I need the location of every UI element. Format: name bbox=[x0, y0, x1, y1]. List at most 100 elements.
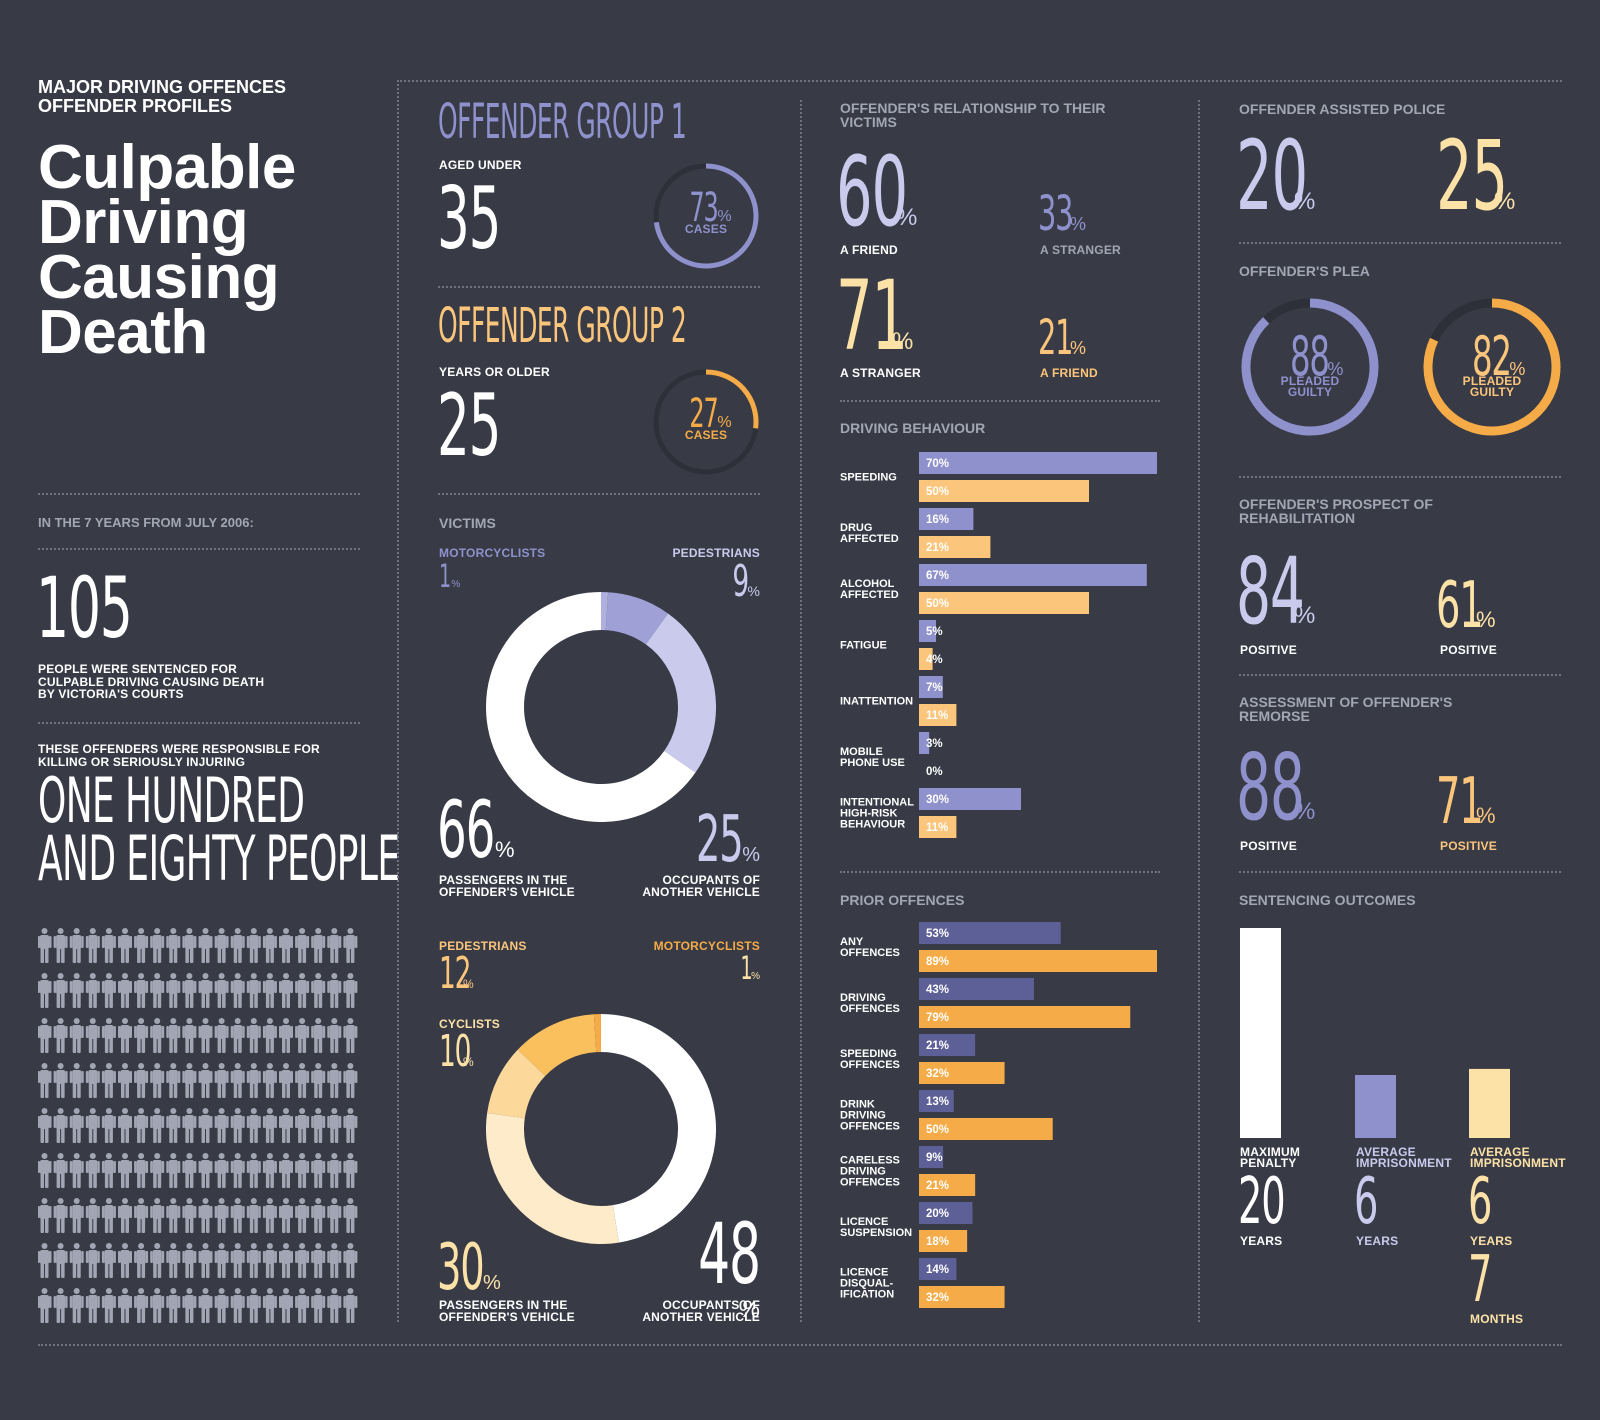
label-line: PASSENGERS IN THE bbox=[439, 1298, 568, 1312]
person-icon bbox=[134, 1243, 149, 1278]
unit: % bbox=[463, 977, 474, 991]
person-icon bbox=[150, 973, 165, 1008]
person-icon bbox=[343, 928, 358, 963]
bar-value-label: 21% bbox=[926, 1180, 949, 1192]
bar-value-label: 53% bbox=[926, 928, 949, 940]
category-label: DISQUAL- bbox=[840, 1278, 894, 1290]
person-icon bbox=[343, 1198, 358, 1233]
bar-value-label: 0% bbox=[926, 766, 943, 778]
person-icon bbox=[182, 1108, 197, 1143]
person-icon bbox=[85, 1198, 100, 1233]
group-2-label: YEARS OR OLDER bbox=[439, 365, 550, 379]
group-1-ring-unit: % bbox=[717, 208, 732, 225]
value: 9 bbox=[731, 556, 749, 607]
bar bbox=[919, 1118, 1053, 1140]
victims-donut-group-1 bbox=[486, 592, 716, 822]
bar bbox=[919, 648, 933, 670]
rehabilitation-heading: OFFENDER'S PROSPECT OF REHABILITATION bbox=[1239, 497, 1433, 525]
sentenced-count: 105 bbox=[36, 559, 133, 657]
divider bbox=[38, 722, 360, 724]
person-icon bbox=[101, 1243, 116, 1278]
person-icon bbox=[230, 973, 245, 1008]
person-icon bbox=[198, 1243, 213, 1278]
person-icon bbox=[69, 928, 84, 963]
person-icon bbox=[295, 1063, 310, 1098]
page-title: Culpable Driving Causing Death bbox=[38, 137, 296, 364]
victims-words: ONE HUNDRED AND EIGHTY PEOPLE bbox=[38, 770, 400, 890]
bar-value-label: 5% bbox=[926, 626, 943, 638]
person-icon bbox=[327, 928, 342, 963]
person-icon bbox=[85, 1018, 100, 1053]
person-icon bbox=[150, 1198, 165, 1233]
victims-words-line: AND EIGHTY PEOPLE bbox=[38, 822, 400, 895]
responsible-caption: THESE OFFENDERS WERE RESPONSIBLE FOR KIL… bbox=[38, 743, 320, 768]
sentencing-bar bbox=[1355, 1075, 1396, 1138]
g1-passengers-label: PASSENGERS IN THE OFFENDER'S VEHICLE bbox=[439, 874, 575, 898]
label-line: MAXIMUM bbox=[1240, 1145, 1301, 1159]
person-icon bbox=[262, 928, 277, 963]
person-icon bbox=[166, 1108, 181, 1143]
person-icon bbox=[101, 1288, 116, 1323]
person-icon bbox=[118, 1243, 132, 1278]
value: 88 bbox=[1289, 325, 1330, 388]
avg-g2-value: 6 bbox=[1468, 1165, 1492, 1239]
unit: % bbox=[892, 328, 914, 355]
person-icon bbox=[166, 928, 181, 963]
caption-line: GUILTY bbox=[1287, 385, 1333, 399]
person-icon bbox=[295, 928, 310, 963]
person-icon bbox=[230, 1288, 245, 1323]
rel-g2-main-label: A STRANGER bbox=[840, 366, 921, 380]
rel-g1-main-label: A FRIEND bbox=[840, 243, 898, 257]
person-icon bbox=[150, 1108, 165, 1143]
bar bbox=[919, 704, 957, 726]
value: 21 bbox=[1038, 310, 1073, 366]
person-icon bbox=[150, 1243, 165, 1278]
person-icon bbox=[118, 1288, 132, 1323]
person-icon bbox=[85, 1288, 100, 1323]
person-icon bbox=[343, 1108, 358, 1143]
remorse-g1-label: POSITIVE bbox=[1240, 839, 1297, 853]
label-line: PENALTY bbox=[1240, 1156, 1297, 1170]
category-label: DRIVING bbox=[840, 1110, 886, 1122]
person-icon bbox=[311, 1063, 326, 1098]
person-icon bbox=[279, 973, 293, 1008]
person-icon bbox=[230, 1018, 245, 1053]
column-divider bbox=[1198, 100, 1200, 1322]
prior-offences-heading: PRIOR OFFENCES bbox=[840, 892, 965, 908]
group-1-ring-value: 73 bbox=[689, 185, 719, 231]
relationship-heading: OFFENDER'S RELATIONSHIP TO THEIR VICTIMS bbox=[840, 101, 1105, 129]
person-icon bbox=[69, 1243, 84, 1278]
sentencing-bar bbox=[1240, 928, 1281, 1138]
plea-ring-group-2 bbox=[1423, 298, 1561, 436]
unit: % bbox=[1476, 803, 1496, 828]
person-icon bbox=[198, 1198, 213, 1233]
person-icon bbox=[262, 1018, 277, 1053]
divider bbox=[38, 493, 360, 495]
category-label: HIGH-RISK bbox=[840, 808, 898, 820]
label-line: IMPRISONMENT bbox=[1356, 1156, 1452, 1170]
person-icon bbox=[85, 1108, 100, 1143]
sentencing-heading: SENTENCING OUTCOMES bbox=[1239, 892, 1416, 908]
max-penalty-value: 20 bbox=[1238, 1165, 1286, 1239]
person-icon bbox=[295, 1288, 310, 1323]
bar-value-label: 11% bbox=[926, 822, 948, 834]
person-icon bbox=[182, 1288, 197, 1323]
bar-value-label: 3% bbox=[926, 738, 943, 750]
person-icon bbox=[118, 1018, 132, 1053]
category-label: AFFECTED bbox=[840, 589, 899, 601]
person-icon bbox=[198, 1108, 213, 1143]
person-icon bbox=[214, 1153, 229, 1188]
person-icon bbox=[182, 1018, 197, 1053]
person-icon bbox=[230, 1198, 245, 1233]
person-icon bbox=[311, 973, 326, 1008]
person-icon bbox=[295, 1198, 310, 1233]
person-icon bbox=[279, 1153, 293, 1188]
category-label: IFICATION bbox=[840, 1289, 894, 1301]
category-label: ALCOHOL bbox=[840, 578, 895, 590]
person-icon bbox=[327, 1153, 342, 1188]
assisted-g2-value: 25% bbox=[1436, 128, 1515, 224]
bar-value-label: 89% bbox=[926, 956, 949, 968]
sentenced-caption: PEOPLE WERE SENTENCED FOR CULPABLE DRIVI… bbox=[38, 663, 264, 701]
bar bbox=[919, 676, 943, 698]
person-icon bbox=[85, 1153, 100, 1188]
